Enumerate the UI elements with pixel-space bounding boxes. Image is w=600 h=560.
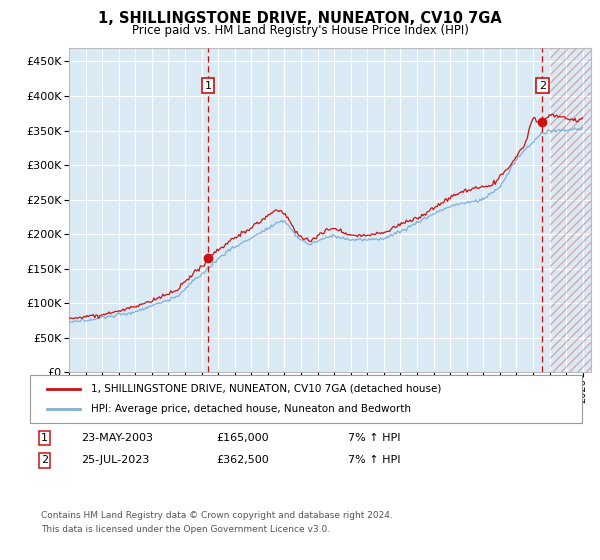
Text: HPI: Average price, detached house, Nuneaton and Bedworth: HPI: Average price, detached house, Nune…	[91, 404, 411, 414]
Text: £362,500: £362,500	[216, 455, 269, 465]
Text: 1, SHILLINGSTONE DRIVE, NUNEATON, CV10 7GA: 1, SHILLINGSTONE DRIVE, NUNEATON, CV10 7…	[98, 11, 502, 26]
FancyBboxPatch shape	[30, 375, 582, 423]
Text: Contains HM Land Registry data © Crown copyright and database right 2024.: Contains HM Land Registry data © Crown c…	[41, 511, 392, 520]
Text: 23-MAY-2003: 23-MAY-2003	[81, 433, 153, 443]
Text: 7% ↑ HPI: 7% ↑ HPI	[348, 455, 401, 465]
Text: 1: 1	[41, 433, 48, 443]
Text: 1: 1	[205, 81, 211, 91]
Text: 2: 2	[539, 81, 546, 91]
Text: 25-JUL-2023: 25-JUL-2023	[81, 455, 149, 465]
Text: £165,000: £165,000	[216, 433, 269, 443]
Text: Price paid vs. HM Land Registry's House Price Index (HPI): Price paid vs. HM Land Registry's House …	[131, 24, 469, 36]
Text: 7% ↑ HPI: 7% ↑ HPI	[348, 433, 401, 443]
Text: 2: 2	[41, 455, 48, 465]
Bar	[550, 27, 599, 372]
Text: This data is licensed under the Open Government Licence v3.0.: This data is licensed under the Open Gov…	[41, 525, 330, 534]
Text: 1, SHILLINGSTONE DRIVE, NUNEATON, CV10 7GA (detached house): 1, SHILLINGSTONE DRIVE, NUNEATON, CV10 7…	[91, 384, 441, 394]
